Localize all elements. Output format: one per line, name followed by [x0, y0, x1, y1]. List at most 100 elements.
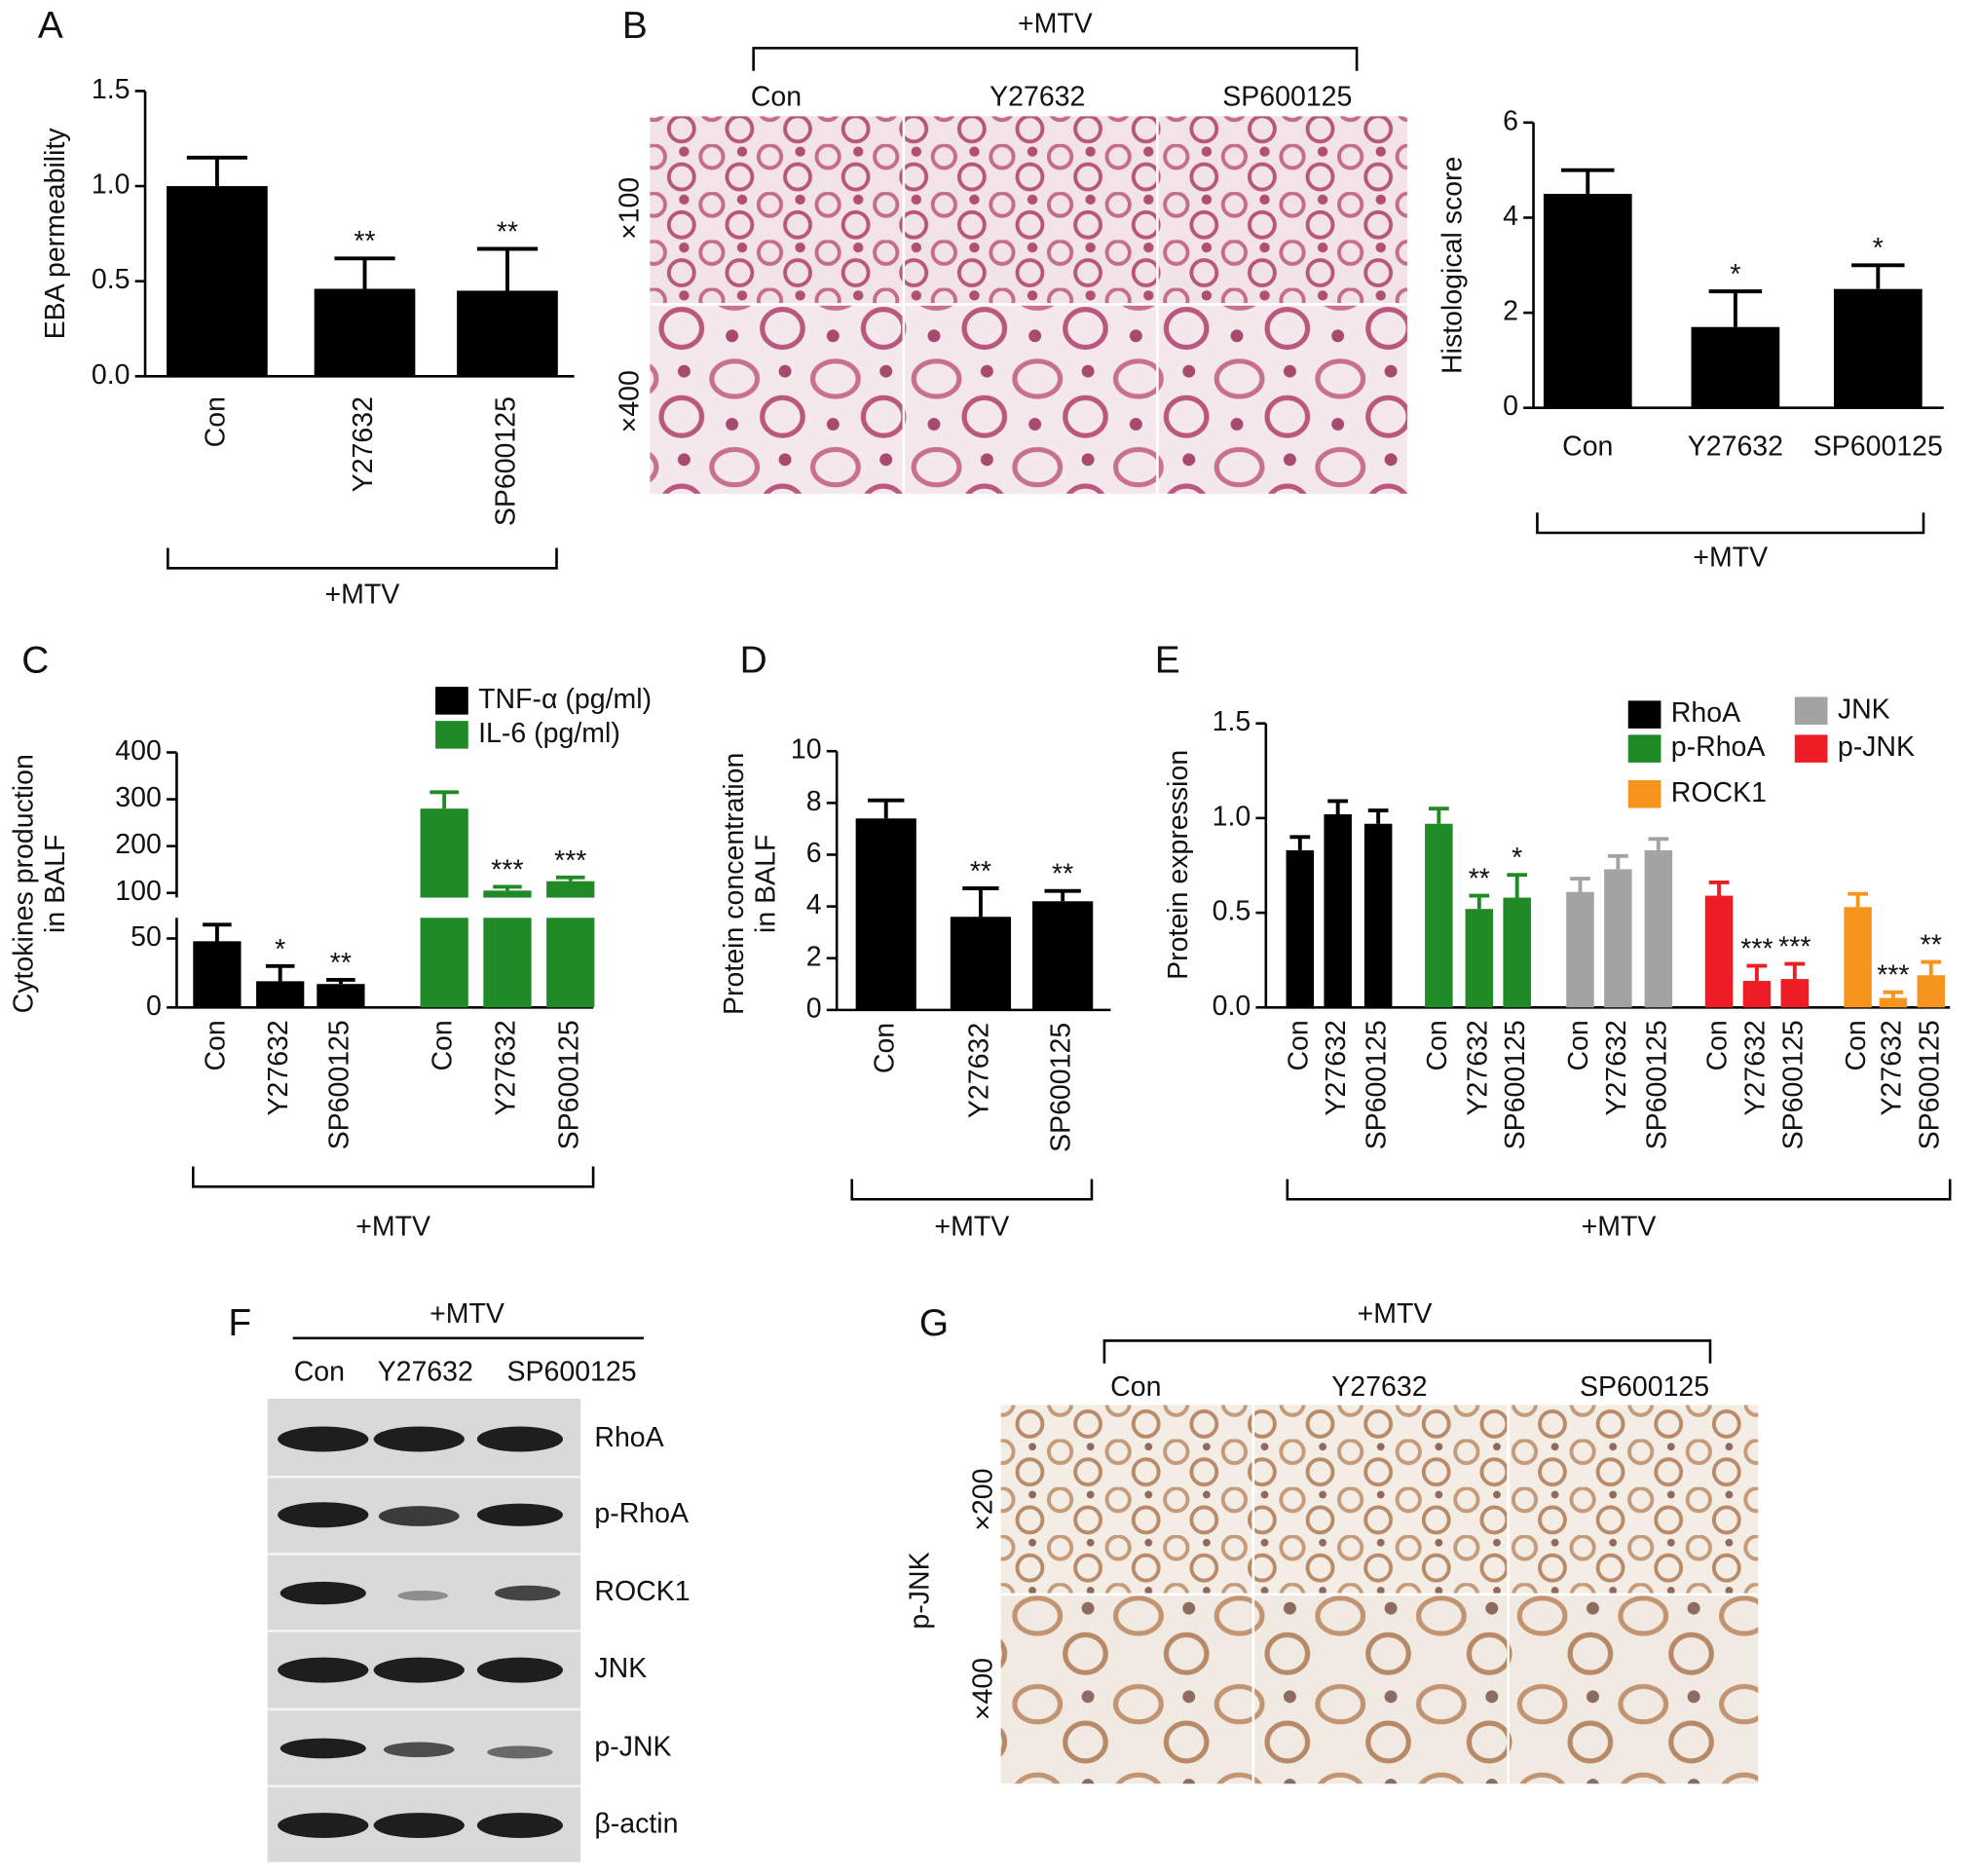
error-bar: [1708, 289, 1763, 327]
bar: [1704, 895, 1734, 1008]
y-tick-label: 0.0: [1213, 991, 1251, 1022]
panel-letter: B: [622, 5, 648, 47]
bracket: [850, 1179, 1094, 1201]
bands: [278, 1426, 563, 1838]
panel-letter: C: [21, 640, 49, 682]
y-tick-label: 400: [115, 735, 162, 767]
legend-swatch: [1627, 734, 1662, 763]
error-bar: [1708, 881, 1730, 896]
legend-swatch: [435, 687, 468, 715]
x-tick-label: Con: [869, 1023, 900, 1073]
y-tick-label: 0: [806, 993, 822, 1024]
row-divider: [267, 1476, 581, 1788]
panel-letter: D: [740, 640, 767, 682]
error-bar: [1883, 990, 1904, 998]
error-bar: [186, 155, 247, 187]
error-bar: [555, 875, 585, 882]
bar: [1844, 907, 1872, 1008]
legend-swatch: [1794, 734, 1828, 763]
error-bar: [1848, 891, 1868, 908]
x-tick-label: Con: [200, 1020, 231, 1070]
column-label: Y27632: [378, 1357, 473, 1388]
x-tick-label: Y27632: [1601, 1020, 1632, 1115]
x-tick-label: SP600125: [1046, 1023, 1077, 1152]
significance: **: [330, 948, 352, 979]
micrograph: [650, 116, 1407, 305]
bar: [1780, 979, 1810, 1008]
y-tick-label: 6: [806, 838, 822, 869]
bracket: [1102, 1339, 1712, 1364]
row-label: ×200: [967, 1469, 998, 1531]
error-bar: [1367, 808, 1389, 824]
x-tick-label: Con: [1283, 1020, 1314, 1070]
x-tick-label: SP600125: [323, 1020, 355, 1149]
legend-swatch: [435, 721, 468, 749]
row-label: p-RhoA: [594, 1498, 689, 1529]
y-tick-label: 0: [1503, 391, 1518, 422]
error-bar: [1044, 888, 1081, 902]
bar: [1324, 814, 1352, 1008]
panel-letter: F: [228, 1302, 251, 1344]
bar: [1363, 823, 1393, 1008]
x-tick-label: Con: [1563, 1020, 1594, 1070]
row-label: RhoA: [594, 1422, 663, 1453]
y-axis-label: in BALF: [40, 835, 71, 933]
y-axis-label: Protein expression: [1163, 750, 1194, 980]
bar: [420, 808, 468, 898]
bar: [546, 881, 595, 898]
significance: **: [970, 856, 991, 887]
y-tick-label: 1.0: [1213, 801, 1251, 832]
bar: [1604, 869, 1632, 1008]
significance: **: [1469, 864, 1490, 895]
bar: [1286, 849, 1315, 1008]
legend-swatch: [1794, 696, 1828, 725]
group-label: +MTV: [325, 579, 400, 610]
column-label: SP600125: [1580, 1371, 1709, 1403]
y-axis-label: Histological score: [1437, 157, 1468, 374]
x-tick-label: Y27632: [1739, 1020, 1771, 1115]
bar: [256, 981, 305, 1008]
column-label: Con: [751, 82, 802, 113]
y-tick-label: 50: [131, 921, 162, 953]
bar: [483, 918, 532, 1008]
significance: ***: [554, 845, 586, 877]
bracket: [1536, 512, 1925, 535]
micrographs: B +MTV Con Y27632 SP600125 ×100 ×400: [614, 5, 1407, 494]
y-tick-label: 0.5: [92, 264, 131, 295]
x-tick-label: Con: [1422, 1020, 1453, 1070]
y-tick-label: 1.5: [92, 74, 131, 105]
image-divider: [1000, 1405, 1759, 1784]
x-tick-label: Y27632: [1321, 1020, 1352, 1115]
significance: *: [1730, 259, 1740, 290]
significance: **: [497, 216, 518, 247]
x-tick-label: SP600125: [1914, 1020, 1945, 1149]
group-label: +MTV: [429, 1298, 504, 1330]
panel-letter: G: [919, 1302, 949, 1344]
column-label: Y27632: [990, 82, 1085, 113]
row-label: ×400: [614, 370, 645, 432]
significance: **: [1921, 930, 1942, 961]
y-tick-label: 300: [115, 782, 162, 813]
error-bar: [1570, 877, 1590, 892]
error-bar: [265, 963, 295, 982]
error-bar: [1608, 853, 1628, 870]
significance: *: [1873, 233, 1884, 264]
bar: [1917, 975, 1946, 1008]
column-label: SP600125: [506, 1357, 636, 1388]
legend-label: ROCK1: [1671, 777, 1767, 808]
bar: [950, 917, 1012, 1010]
y-tick-label: 4: [806, 889, 822, 920]
error-bar: [334, 256, 395, 289]
x-tick-label: SP600125: [1777, 1020, 1809, 1149]
bar: [317, 984, 365, 1008]
y-axis-label: Protein concentration: [719, 753, 750, 1015]
y-axis-label: Cytokines production: [8, 754, 39, 1013]
y-tick-label: 8: [806, 786, 822, 817]
error-bar: [1289, 835, 1311, 850]
bar: [457, 290, 558, 377]
y-tick-label: 2: [1503, 296, 1518, 327]
legend-label: p-JNK: [1838, 732, 1915, 763]
bracket: [752, 47, 1359, 71]
bracket: [191, 1166, 595, 1188]
